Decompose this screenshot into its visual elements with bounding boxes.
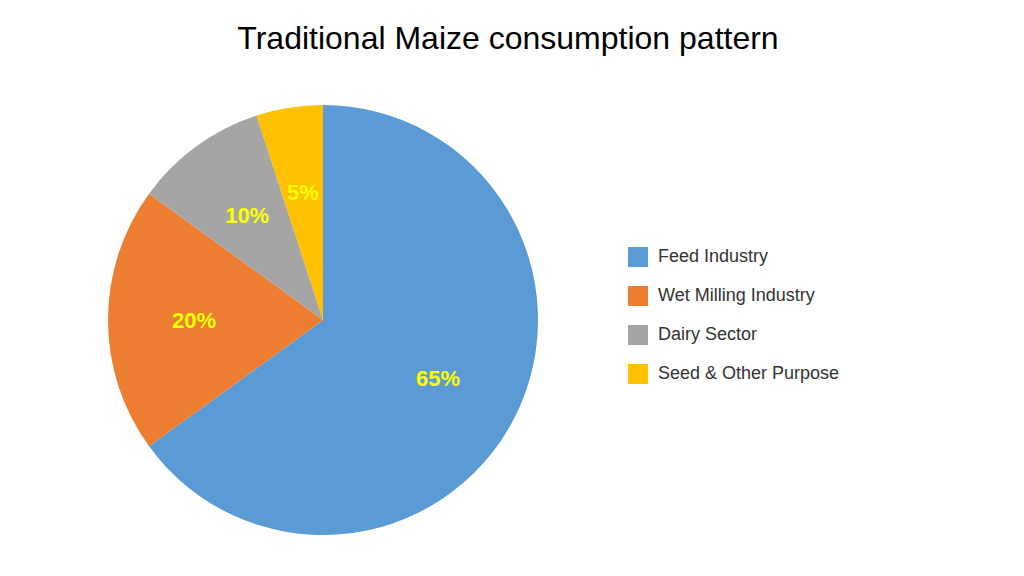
svg-text:10%: 10% [225,203,269,228]
html-text:Seed & Other Purpose: Seed & Other Purpose [658,363,840,383]
html-text:Feed Industry: Feed Industry [658,246,769,266]
html-text:Wet Milling Industry: Wet Milling Industry [658,285,815,305]
svg-text:65%: 65% [416,366,460,391]
html-text:Traditional Maize consumption: Traditional Maize consumption pattern [237,20,779,56]
html-text:Dairy Sector: Dairy Sector [658,324,757,344]
svg-text:20%: 20% [172,308,216,333]
svg-text:5%: 5% [287,180,319,205]
